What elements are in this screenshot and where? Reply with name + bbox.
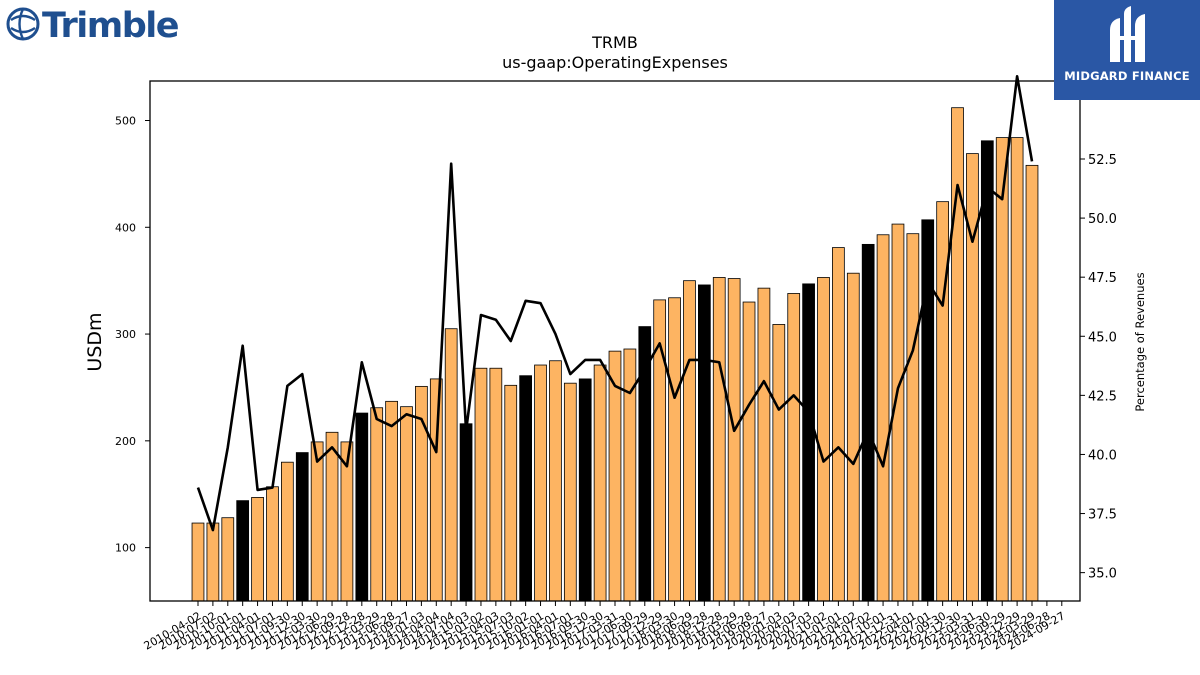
bar	[876, 234, 890, 602]
midgard-finance-logo: MIDGARD FINANCE	[1054, 0, 1200, 100]
bar	[310, 441, 324, 602]
bar	[593, 364, 607, 602]
bar	[951, 107, 964, 602]
bar	[817, 277, 830, 602]
midgard-wordmark: MIDGARD FINANCE	[1064, 69, 1190, 83]
bar	[668, 297, 681, 602]
bar	[980, 140, 994, 602]
bar	[921, 219, 935, 602]
bar	[787, 293, 801, 602]
bar	[563, 382, 577, 602]
y-tick-label: 200	[115, 435, 136, 448]
bar	[489, 367, 503, 602]
y2-tick-label: 35.0	[1088, 567, 1117, 582]
right-axis: 35.0 37.5 40.0 42.5 45.0 47.5 50.0 52.5	[1080, 153, 1117, 582]
bar	[459, 423, 473, 602]
bar	[861, 243, 875, 602]
y2-tick-label: 52.5	[1088, 153, 1117, 168]
bar	[429, 378, 443, 602]
bar	[400, 406, 413, 602]
bar	[1010, 137, 1024, 602]
y2-tick-label: 47.5	[1088, 271, 1117, 286]
chart-subtitle: us-gaap:OperatingExpenses	[502, 53, 728, 72]
bar	[191, 522, 205, 602]
y2-axis-label: Percentage of Revenues	[1133, 272, 1147, 411]
bar	[251, 497, 264, 602]
bar	[772, 324, 786, 602]
bar	[846, 272, 860, 602]
bar	[444, 328, 458, 602]
bar	[355, 412, 369, 602]
bar	[295, 452, 309, 602]
globe-icon	[6, 7, 40, 41]
bar	[906, 233, 920, 602]
bar	[683, 280, 696, 602]
bar	[742, 301, 756, 602]
bar	[206, 522, 220, 602]
x-axis: 2010-04-022010-07-022010-10-012011-01-01…	[142, 601, 1067, 653]
bar	[727, 278, 741, 602]
y2-tick-label: 37.5	[1088, 508, 1117, 523]
bar	[549, 360, 562, 602]
bar	[236, 500, 250, 602]
bar	[325, 431, 339, 602]
midgard-emblem-icon	[1110, 6, 1145, 62]
bar	[385, 400, 398, 602]
chart-title: TRMB	[591, 33, 638, 52]
bar	[534, 364, 547, 602]
bar	[698, 284, 711, 602]
y2-tick-label: 40.0	[1088, 448, 1117, 463]
bar	[1025, 164, 1039, 602]
trimble-logo: Trimble	[6, 6, 180, 46]
percentage-line	[196, 74, 1034, 532]
y2-tick-label: 50.0	[1088, 212, 1117, 227]
y2-tick-label: 42.5	[1088, 389, 1117, 404]
bar	[221, 517, 235, 602]
bar	[370, 407, 384, 602]
bar	[578, 378, 592, 602]
bar	[802, 283, 815, 602]
bar	[474, 367, 488, 602]
bar	[712, 277, 726, 602]
bar	[280, 461, 294, 602]
y-tick-label: 400	[115, 221, 136, 234]
bar	[504, 384, 518, 602]
y-tick-label: 500	[115, 115, 136, 128]
bar	[519, 375, 533, 602]
left-axis: 100 200 300 400 500	[115, 115, 150, 555]
bar	[832, 247, 845, 602]
y2-tick-label: 45.0	[1088, 330, 1117, 345]
y-tick-label: 300	[115, 328, 136, 341]
trimble-wordmark: Trimble	[42, 6, 180, 46]
y-axis-label: USDm	[84, 312, 106, 371]
bar	[995, 137, 1009, 602]
y-tick-label: 100	[115, 542, 136, 555]
bar	[266, 486, 279, 602]
bars	[191, 107, 1039, 602]
bar	[757, 287, 771, 602]
line-layer	[196, 74, 1034, 532]
